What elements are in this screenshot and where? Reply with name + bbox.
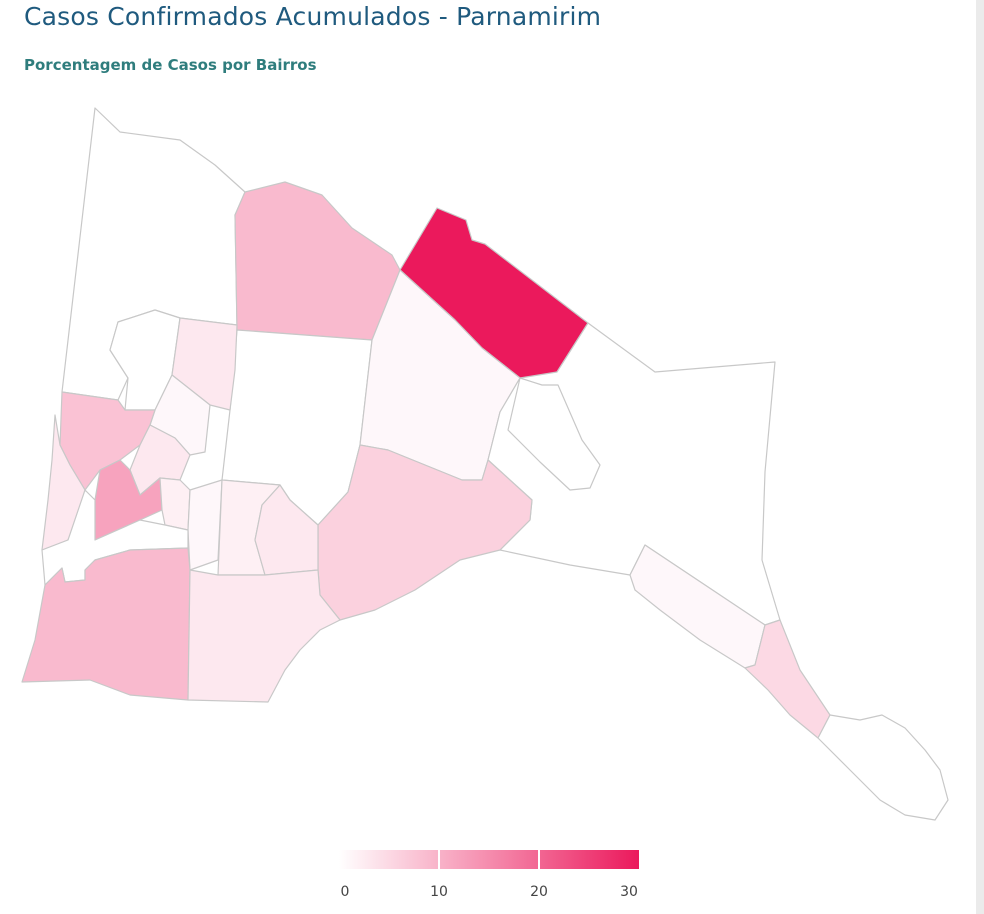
legend-label-30: 30	[620, 884, 638, 900]
legend-label-0: 0	[340, 884, 350, 900]
region-west-e[interactable]	[187, 479, 223, 571]
legend-label-10: 10	[430, 884, 448, 900]
region-southwest-large[interactable]	[21, 547, 191, 701]
page-title: Casos Confirmados Acumulados - Parnamiri…	[24, 2, 602, 31]
right-rail	[976, 0, 984, 914]
region-south-mid[interactable]	[187, 569, 341, 703]
page-subtitle: Porcentagem de Casos por Bairros	[24, 56, 317, 74]
region-southeast-tip[interactable]	[817, 714, 949, 821]
region-west-d[interactable]	[159, 477, 191, 531]
region-southeast-2[interactable]	[744, 619, 831, 739]
legend-tick-mark	[438, 850, 440, 869]
legend-tick-mark	[538, 850, 540, 869]
color-scale-legend: 0 10 20 30	[339, 850, 639, 904]
region-north-center[interactable]	[234, 181, 401, 341]
legend-gradient-bar	[339, 850, 639, 869]
legend-label-20: 20	[530, 884, 548, 900]
